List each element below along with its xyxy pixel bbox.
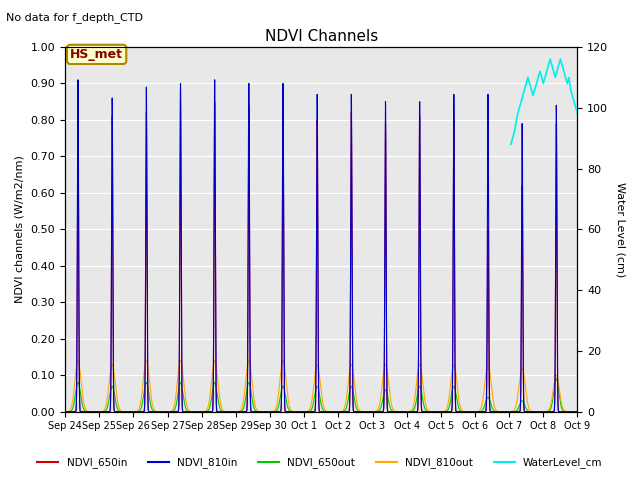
Text: No data for f_depth_CTD: No data for f_depth_CTD <box>6 12 143 23</box>
Title: NDVI Channels: NDVI Channels <box>264 29 378 44</box>
Y-axis label: Water Level (cm): Water Level (cm) <box>615 182 625 277</box>
Y-axis label: NDVI channels (W/m2/nm): NDVI channels (W/m2/nm) <box>15 156 25 303</box>
Text: HS_met: HS_met <box>70 48 123 61</box>
Legend: NDVI_650in, NDVI_810in, NDVI_650out, NDVI_810out, WaterLevel_cm: NDVI_650in, NDVI_810in, NDVI_650out, NDV… <box>33 453 607 472</box>
